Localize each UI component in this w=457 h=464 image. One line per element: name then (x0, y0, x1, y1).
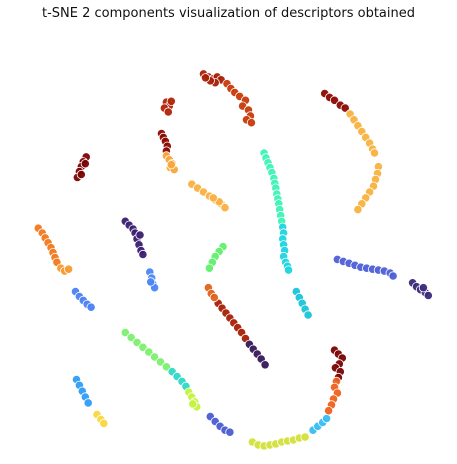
cluster-28 (92, 409, 109, 428)
scatter-point (260, 360, 270, 370)
cluster-21 (332, 254, 398, 281)
scatter-point (220, 203, 230, 213)
cluster-2 (159, 96, 176, 117)
scatter-point (126, 332, 136, 343)
scatter-point (83, 398, 93, 408)
cluster-24 (167, 367, 191, 391)
cluster-27 (71, 374, 93, 408)
cluster-0 (198, 69, 226, 88)
scatter-point (283, 265, 294, 275)
cluster-20 (70, 286, 96, 312)
scatter-point (64, 264, 74, 274)
cluster-31 (329, 345, 347, 383)
cluster-15 (213, 298, 251, 344)
cluster-11 (291, 286, 313, 320)
cluster-8 (345, 109, 383, 215)
cluster-12 (120, 216, 148, 260)
cluster-9 (259, 148, 287, 226)
cluster-32 (323, 376, 342, 416)
scatter-point (138, 342, 148, 352)
scatter-point (423, 290, 433, 301)
scatter-point (323, 406, 334, 416)
scatter-point (418, 283, 428, 293)
cluster-22 (407, 278, 433, 301)
scatter-point (146, 277, 156, 287)
scatter-point (204, 263, 214, 273)
scatter-point (246, 118, 256, 128)
cluster-16 (244, 339, 270, 370)
chart-title: t-SNE 2 components visualization of desc… (41, 6, 415, 21)
scatter-point (388, 271, 398, 281)
cluster-26 (205, 411, 235, 437)
cluster-7 (320, 88, 350, 113)
cluster-5 (72, 152, 91, 182)
scatter-point (300, 432, 310, 442)
scatter-point (329, 95, 340, 105)
scatter-point (76, 169, 86, 180)
scatter-point (321, 413, 332, 424)
cluster-6 (187, 179, 230, 213)
scatter-point (166, 160, 176, 170)
scatter-point (150, 352, 160, 362)
scatter-point (353, 205, 363, 215)
cluster-1 (222, 79, 256, 128)
cluster-23 (120, 327, 171, 372)
scatter-point (132, 337, 142, 347)
scatter-point (200, 73, 211, 83)
scatter-point (86, 302, 96, 312)
scatter-point (155, 357, 166, 367)
scatter-point (120, 327, 130, 338)
cluster-29 (247, 432, 310, 451)
scatter-point (138, 249, 148, 260)
cluster-19 (56, 263, 74, 276)
cluster-4 (161, 151, 179, 175)
cluster-10 (278, 222, 294, 275)
scatter-point (99, 418, 109, 428)
cluster-3 (156, 128, 172, 156)
scatter-point (225, 427, 235, 437)
scatter-point (369, 148, 380, 158)
scatter-point (188, 399, 198, 409)
scatter-point (209, 292, 219, 303)
scatter-point (340, 103, 350, 113)
scatter-point (163, 107, 173, 117)
cluster-17 (203, 283, 219, 303)
cluster-30 (308, 413, 332, 435)
cluster-25 (184, 387, 202, 412)
scatter-point (161, 362, 171, 372)
scatter-point (144, 347, 154, 357)
cluster-18 (33, 223, 62, 267)
scatter-point (135, 230, 145, 240)
scatter-point (166, 96, 176, 106)
cluster-13 (145, 267, 160, 293)
scatter-point (80, 159, 90, 169)
scatter-point (208, 193, 218, 203)
cluster-14 (204, 242, 228, 273)
scatter-point (303, 310, 313, 320)
